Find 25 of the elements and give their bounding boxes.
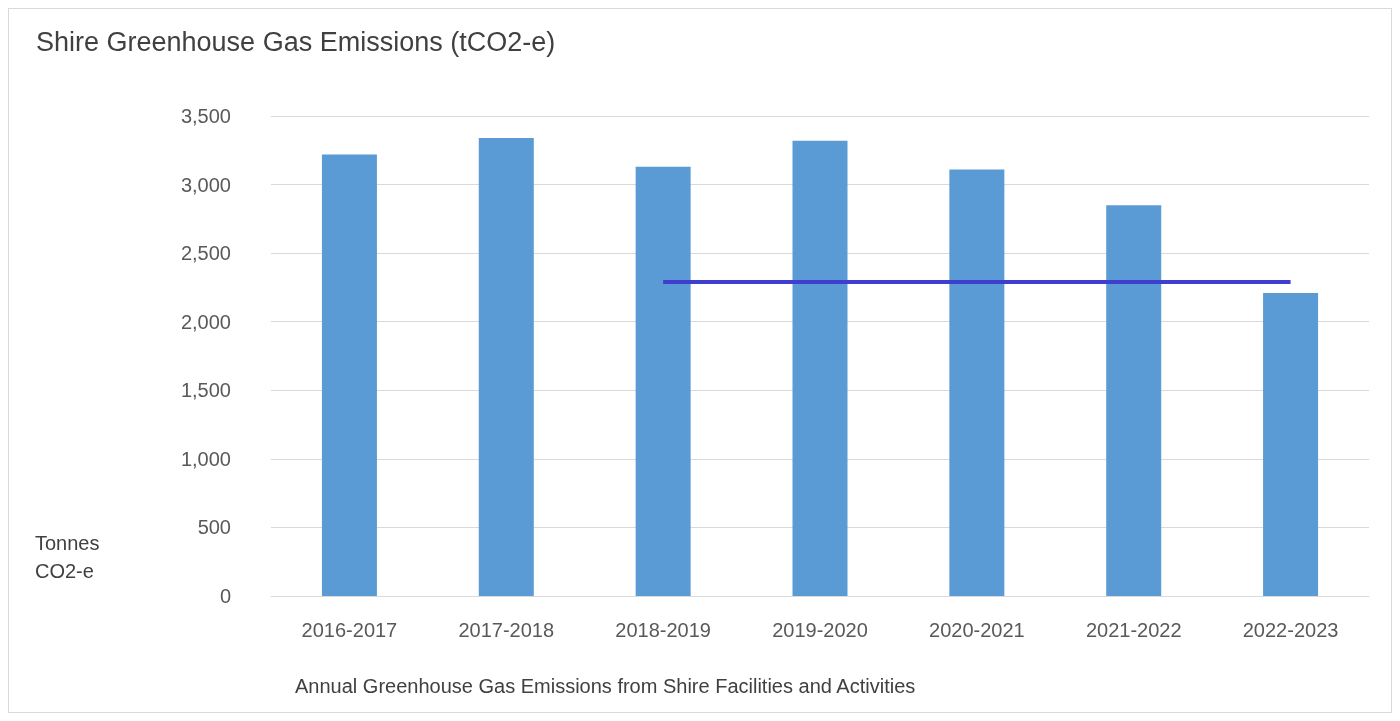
x-tick-label: 2022-2023 [1242, 619, 1339, 641]
x-tick-label: 2016-2017 [301, 619, 398, 641]
bar [478, 137, 534, 596]
bar [949, 169, 1005, 596]
y-tick-label: 2,500 [180, 242, 231, 265]
x-tick-label: 2017-2018 [458, 619, 555, 641]
y-tick-label: 500 [197, 516, 231, 539]
bar [1106, 205, 1162, 596]
y-tick-label: 1,000 [180, 447, 231, 470]
x-tick-label: 2021-2022 [1085, 619, 1182, 641]
x-axis-title: Annual Greenhouse Gas Emissions from Shire Facilities and Activities [295, 675, 916, 697]
y-axis-title: Tonnes CO2-e [35, 532, 106, 582]
bar [321, 154, 377, 596]
y-tick-label: 1,500 [180, 379, 231, 402]
y-tick-label: 3,500 [180, 105, 231, 127]
y-tick-label: 3,000 [180, 173, 231, 196]
bar [1263, 292, 1319, 596]
chart-title: Shire Greenhouse Gas Emissions (tCO2-e) [36, 26, 556, 57]
x-tick-label: 2018-2019 [615, 619, 711, 641]
y-tick-label: 2,000 [180, 310, 231, 333]
x-tick-label: 2020-2021 [929, 619, 1025, 641]
y-tick-label: 0 [219, 585, 231, 607]
x-tick-label: 2019-2020 [772, 619, 868, 641]
bar [635, 166, 691, 596]
bar [792, 140, 848, 596]
